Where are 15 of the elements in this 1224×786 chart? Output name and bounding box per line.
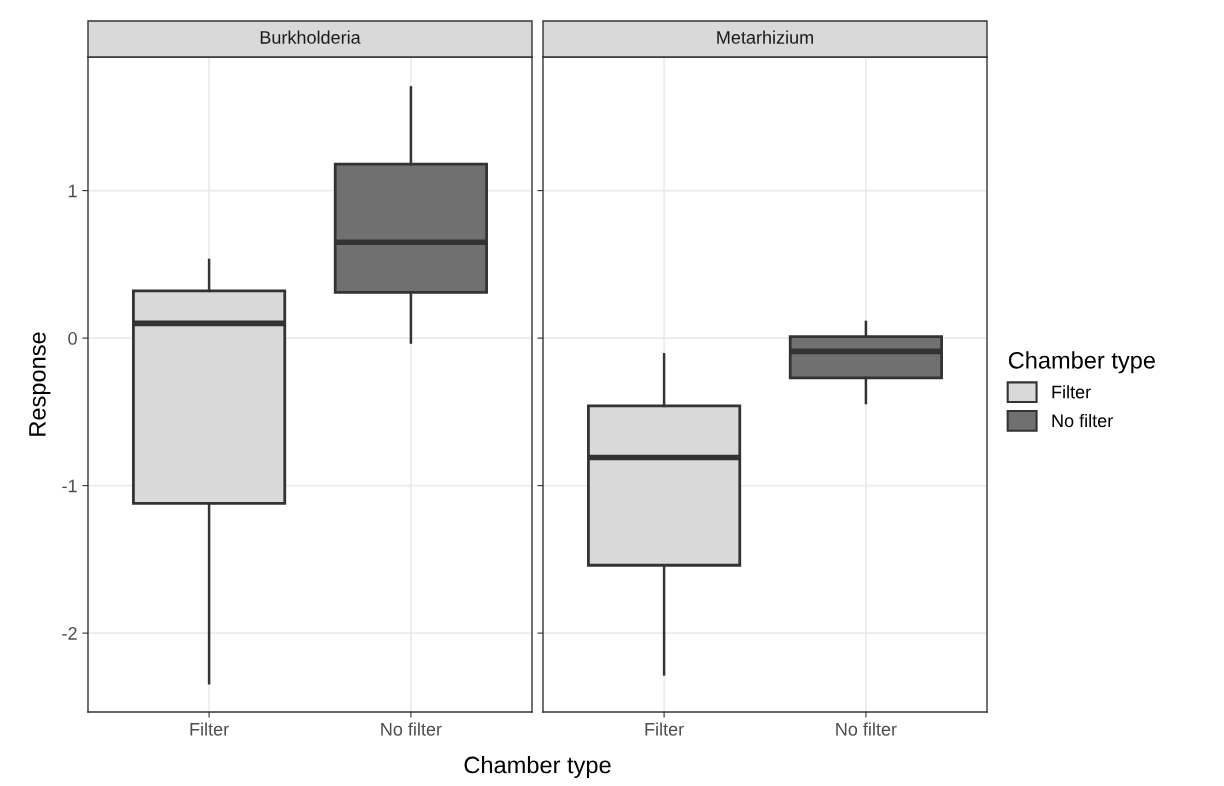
- y-tick-label: 0: [68, 332, 77, 345]
- x-tick-label: No filter: [381, 722, 442, 736]
- y-tick-label: -1: [62, 479, 77, 493]
- x-tick-label: Filter: [645, 722, 684, 736]
- y-axis-title: Response: [29, 332, 51, 436]
- x-tick-label: No filter: [836, 722, 897, 736]
- chart-title: Burkholderia: [260, 30, 361, 44]
- chart-title: Metarhizium: [717, 30, 813, 44]
- y-tick-label: 1: [68, 184, 77, 198]
- legend-label: Filter: [1052, 385, 1091, 399]
- legend-title: Chamber type: [1008, 351, 1155, 374]
- x-tick-label: Filter: [190, 722, 229, 736]
- y-tick-label: -2: [62, 627, 77, 640]
- x-axis-title: Chamber type: [464, 755, 611, 779]
- legend-label: No filter: [1052, 413, 1113, 428]
